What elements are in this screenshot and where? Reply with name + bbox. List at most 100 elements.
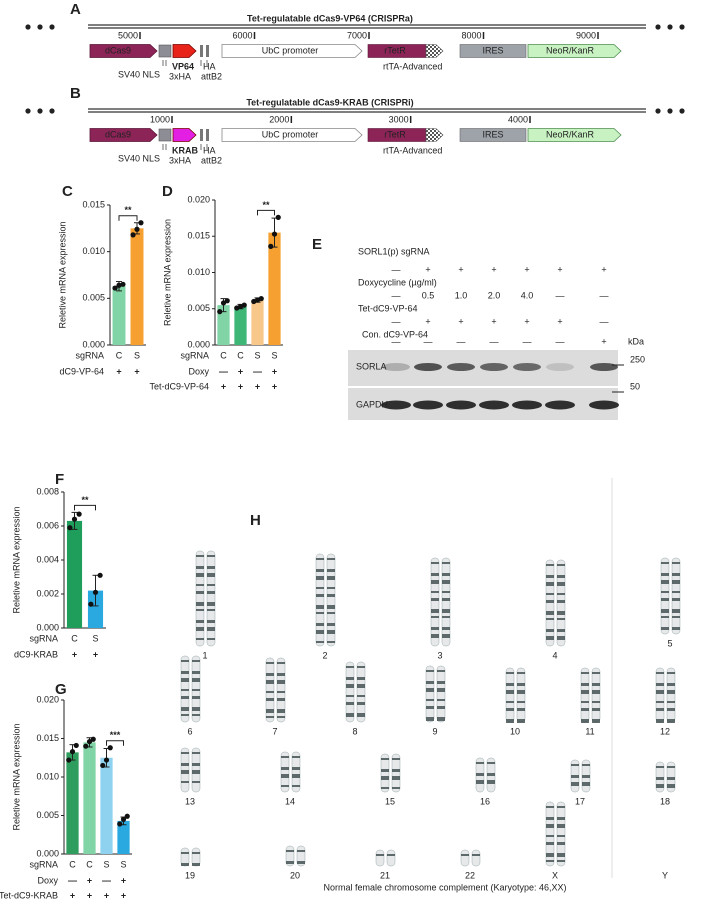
chromosome — [436, 665, 446, 723]
chromosome — [655, 667, 665, 723]
row-cell: 1.0 — [455, 290, 468, 300]
ires-box — [459, 128, 527, 142]
chromosome-band — [581, 708, 589, 711]
y-tick-label: 0.005 — [36, 810, 59, 820]
chromosome-band — [196, 602, 204, 606]
chromosome — [516, 667, 526, 723]
chromosome-band — [672, 609, 680, 613]
gapdh-band — [589, 400, 619, 410]
chromosome-band — [437, 670, 445, 672]
nls-box — [158, 44, 172, 58]
feature-label: 3xHA — [169, 155, 191, 165]
data-point — [241, 302, 247, 308]
chromosome-band — [442, 609, 450, 613]
chromosome-band — [357, 666, 365, 668]
chromosome-band — [392, 758, 400, 760]
data-point — [120, 281, 126, 287]
row-cell: — — [392, 316, 401, 326]
data-point — [130, 232, 136, 238]
chromosome-band — [346, 702, 354, 705]
panel-letter: F — [55, 471, 64, 488]
att-bar — [206, 45, 209, 57]
chromosome-band — [442, 616, 450, 618]
chromosome-band — [557, 860, 565, 862]
chromosome-band — [327, 623, 335, 626]
ellipsis-dot — [49, 24, 55, 30]
condition-mark: + — [238, 366, 243, 376]
ha-bar — [200, 45, 203, 57]
x-tick-label: C — [69, 859, 76, 869]
y-tick-label: 0.002 — [36, 588, 59, 598]
significance-bracket — [257, 209, 275, 216]
chromosome-band — [557, 824, 565, 828]
significance-label: ** — [124, 205, 132, 215]
chromosome-band — [207, 566, 215, 569]
chromosome-band — [672, 598, 680, 601]
ellipsis-dot — [25, 108, 31, 114]
data-point — [224, 298, 230, 304]
chromosome-band — [672, 580, 680, 584]
chromosome-band — [437, 681, 445, 684]
chromosome-band — [667, 690, 675, 694]
chromosome-band — [281, 785, 289, 787]
feature-label: dCas9 — [105, 129, 131, 139]
chromosome-band — [277, 709, 285, 713]
gapdh-band — [545, 400, 575, 410]
y-tick-label: 0.010 — [187, 267, 210, 277]
significance-label: ** — [81, 495, 89, 505]
data-point — [107, 745, 113, 751]
chromosome-band — [557, 618, 565, 620]
data-point — [138, 220, 144, 226]
chromosome-label: 14 — [285, 796, 295, 806]
chromosome-band — [546, 636, 554, 640]
chromosome-band — [546, 853, 554, 857]
chromosome-band — [346, 684, 354, 688]
chromosome — [591, 667, 601, 723]
chromosome-label: 1 — [202, 650, 207, 660]
ruler-label: 1000 — [150, 114, 170, 124]
condition-label: Doxy — [188, 366, 209, 376]
unit-label: kDa — [628, 336, 644, 346]
chromosome-band — [426, 717, 434, 721]
data-point — [275, 214, 281, 220]
chromosome-band — [196, 573, 204, 577]
chromosome-label: 18 — [660, 796, 670, 806]
chromosome-band — [517, 701, 525, 703]
chromosome-band — [506, 719, 514, 723]
chromosome-band — [207, 584, 215, 586]
chromosome-band — [392, 776, 400, 780]
chromosome-band — [661, 598, 669, 601]
condition-label: Tet-dC9-KRAB — [0, 890, 58, 900]
bar — [234, 306, 247, 345]
chromosome-band — [431, 634, 439, 638]
x-tick-label: C — [220, 350, 227, 360]
rtta-checker — [425, 44, 444, 58]
chromosome — [430, 557, 440, 647]
chromosome — [375, 849, 385, 867]
chromosome-band — [581, 719, 589, 723]
chromosome-band — [546, 593, 554, 595]
feature-label: NeoR/KanR — [546, 129, 595, 139]
chromosome-band — [546, 806, 554, 808]
bar — [66, 752, 79, 854]
row-cell: + — [601, 264, 606, 274]
chromosome-band — [207, 573, 215, 577]
chromosome-band — [487, 780, 495, 784]
chromosome-band — [196, 620, 204, 623]
chromosome-band — [381, 776, 389, 780]
feature-label: IRES — [482, 45, 503, 55]
chromosome-label: Y — [662, 870, 668, 880]
chromosome-band — [327, 558, 335, 560]
chromosome-label: 21 — [380, 870, 390, 880]
data-point — [76, 511, 82, 517]
x-tick-label: S — [271, 350, 277, 360]
chromosome-band — [381, 787, 389, 789]
row-cell: — — [457, 336, 466, 346]
chromosome-band — [192, 689, 200, 691]
chromosome — [660, 557, 670, 635]
y-axis-label: Reletive mRNA expression — [57, 221, 67, 328]
chromosome-label: 4 — [552, 650, 557, 660]
map-title: Tet-regulatable dCas9-KRAB (CRISPRi) — [246, 97, 413, 107]
bar — [100, 757, 113, 854]
data-point — [97, 572, 103, 578]
